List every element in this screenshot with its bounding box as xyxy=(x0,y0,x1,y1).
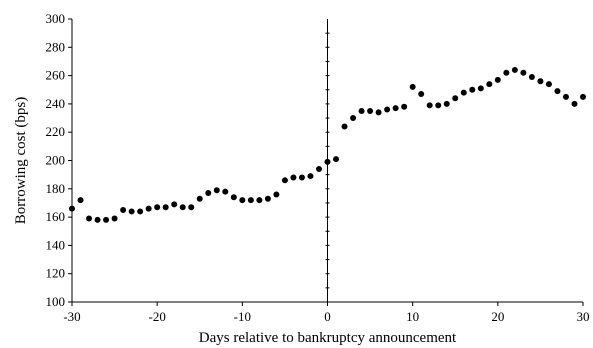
data-point xyxy=(86,215,93,222)
y-tick-label: 100 xyxy=(46,294,66,309)
data-point xyxy=(460,89,467,96)
data-point xyxy=(341,123,348,130)
data-point xyxy=(111,215,118,222)
data-point xyxy=(315,165,322,172)
y-tick-label: 200 xyxy=(46,153,66,168)
y-tick-label: 180 xyxy=(46,181,66,196)
data-point xyxy=(307,173,314,180)
data-point xyxy=(205,190,212,197)
data-point xyxy=(239,197,246,204)
data-point xyxy=(554,88,561,95)
data-point xyxy=(290,174,297,181)
data-point xyxy=(537,78,544,85)
data-point xyxy=(333,156,340,163)
x-tick-label: -20 xyxy=(148,309,165,324)
x-tick-label: -30 xyxy=(63,309,80,324)
y-tick-label: 280 xyxy=(46,39,66,54)
data-point xyxy=(196,195,203,202)
data-point xyxy=(281,177,288,184)
x-tick-label: 10 xyxy=(406,309,419,324)
data-point xyxy=(562,93,569,100)
data-point xyxy=(401,103,408,110)
data-point xyxy=(94,216,101,223)
data-point xyxy=(384,106,391,113)
data-point xyxy=(69,205,75,212)
x-tick-label: -10 xyxy=(234,309,251,324)
data-point xyxy=(409,83,416,90)
data-point xyxy=(179,204,186,211)
x-tick-label: 30 xyxy=(577,309,590,324)
data-point xyxy=(435,102,442,109)
data-point xyxy=(452,95,459,102)
data-point xyxy=(571,100,578,107)
data-point xyxy=(358,107,365,114)
data-point xyxy=(120,207,127,214)
data-point xyxy=(511,66,518,73)
data-point xyxy=(494,76,501,83)
data-point xyxy=(103,216,110,223)
data-point xyxy=(154,204,161,211)
data-point xyxy=(367,107,374,114)
data-point xyxy=(213,187,220,194)
data-point xyxy=(264,195,271,202)
y-tick-label: 120 xyxy=(46,266,66,281)
data-point xyxy=(145,205,152,212)
data-points xyxy=(69,66,586,223)
data-point xyxy=(162,204,169,211)
data-point xyxy=(477,85,484,92)
data-point xyxy=(230,194,237,201)
x-axis-title: Days relative to bankruptcy announcement xyxy=(199,330,457,346)
data-point xyxy=(188,204,195,211)
data-point xyxy=(426,102,433,109)
data-point xyxy=(298,174,305,181)
data-point xyxy=(469,86,476,93)
data-point xyxy=(222,188,229,195)
y-tick-label: 220 xyxy=(46,124,66,139)
x-tick-label: 0 xyxy=(324,309,331,324)
data-point xyxy=(137,208,144,215)
data-point xyxy=(375,109,382,116)
y-tick-label: 140 xyxy=(46,237,66,252)
data-point xyxy=(545,81,552,88)
data-point xyxy=(418,90,425,97)
y-axis-ticks: 100 120 140 160 180 200 220 240 260 280 300 xyxy=(46,11,72,309)
data-point xyxy=(350,115,357,122)
y-axis-title: Borrowing cost (bps) xyxy=(13,97,29,225)
y-tick-label: 160 xyxy=(46,209,66,224)
data-point xyxy=(392,105,399,112)
data-point xyxy=(128,208,135,215)
data-point xyxy=(443,100,450,107)
data-point xyxy=(520,69,527,76)
data-point xyxy=(77,197,84,204)
data-point xyxy=(171,201,178,208)
x-axis-ticks: -30 -20 -10 0 10 20 30 xyxy=(63,302,590,324)
data-point xyxy=(273,191,280,198)
data-point xyxy=(486,81,493,88)
y-tick-label: 300 xyxy=(46,11,66,26)
data-point xyxy=(528,74,535,81)
data-point xyxy=(503,69,510,76)
data-point xyxy=(247,197,254,204)
y-tick-label: 240 xyxy=(46,96,66,111)
data-point xyxy=(580,93,586,100)
data-point xyxy=(256,197,263,204)
data-point xyxy=(324,158,331,165)
x-tick-label: 20 xyxy=(491,309,504,324)
y-tick-label: 260 xyxy=(46,68,66,83)
